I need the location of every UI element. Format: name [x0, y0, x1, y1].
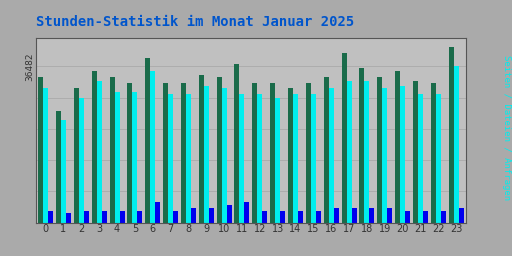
Bar: [234, 64, 240, 223]
Bar: [127, 83, 133, 223]
Bar: [163, 83, 168, 223]
Bar: [449, 47, 454, 223]
Bar: [222, 88, 227, 223]
Bar: [334, 208, 338, 223]
Bar: [181, 83, 186, 223]
Bar: [252, 83, 258, 223]
Bar: [119, 211, 124, 223]
Bar: [441, 211, 446, 223]
Bar: [244, 202, 249, 223]
Bar: [262, 211, 267, 223]
Bar: [66, 213, 71, 223]
Bar: [395, 71, 400, 223]
Bar: [306, 83, 311, 223]
Bar: [288, 88, 293, 223]
Text: Stunden-Statistik im Monat Januar 2025: Stunden-Statistik im Monat Januar 2025: [36, 15, 354, 29]
Text: Seiten / Dateien / Anfragen: Seiten / Dateien / Anfragen: [502, 56, 511, 200]
Bar: [84, 211, 89, 223]
Bar: [92, 71, 97, 223]
Bar: [38, 77, 43, 223]
Bar: [347, 81, 352, 223]
Bar: [405, 211, 410, 223]
Bar: [352, 208, 356, 223]
Bar: [173, 211, 178, 223]
Bar: [258, 94, 262, 223]
Bar: [298, 211, 303, 223]
Bar: [79, 98, 84, 223]
Bar: [115, 92, 119, 223]
Bar: [280, 211, 285, 223]
Bar: [48, 211, 53, 223]
Bar: [275, 98, 280, 223]
Bar: [74, 88, 79, 223]
Bar: [191, 208, 196, 223]
Bar: [311, 94, 316, 223]
Bar: [145, 58, 150, 223]
Bar: [382, 88, 387, 223]
Bar: [413, 81, 418, 223]
Bar: [43, 88, 48, 223]
Bar: [324, 77, 329, 223]
Bar: [377, 77, 382, 223]
Bar: [400, 86, 405, 223]
Bar: [436, 94, 441, 223]
Bar: [102, 211, 106, 223]
Bar: [329, 88, 334, 223]
Bar: [369, 208, 374, 223]
Bar: [418, 94, 423, 223]
Bar: [133, 92, 137, 223]
Bar: [150, 71, 155, 223]
Bar: [342, 54, 347, 223]
Bar: [387, 208, 392, 223]
Bar: [168, 94, 173, 223]
Bar: [423, 211, 428, 223]
Bar: [454, 66, 459, 223]
Bar: [431, 83, 436, 223]
Bar: [137, 211, 142, 223]
Bar: [459, 208, 463, 223]
Bar: [56, 111, 61, 223]
Bar: [155, 202, 160, 223]
Bar: [97, 81, 102, 223]
Bar: [217, 77, 222, 223]
Bar: [365, 81, 369, 223]
Bar: [270, 83, 275, 223]
Bar: [209, 208, 214, 223]
Bar: [240, 94, 244, 223]
Bar: [227, 205, 231, 223]
Bar: [110, 77, 115, 223]
Bar: [359, 68, 365, 223]
Bar: [204, 86, 209, 223]
Bar: [293, 94, 298, 223]
Bar: [61, 120, 66, 223]
Bar: [186, 94, 191, 223]
Bar: [199, 75, 204, 223]
Bar: [316, 211, 321, 223]
